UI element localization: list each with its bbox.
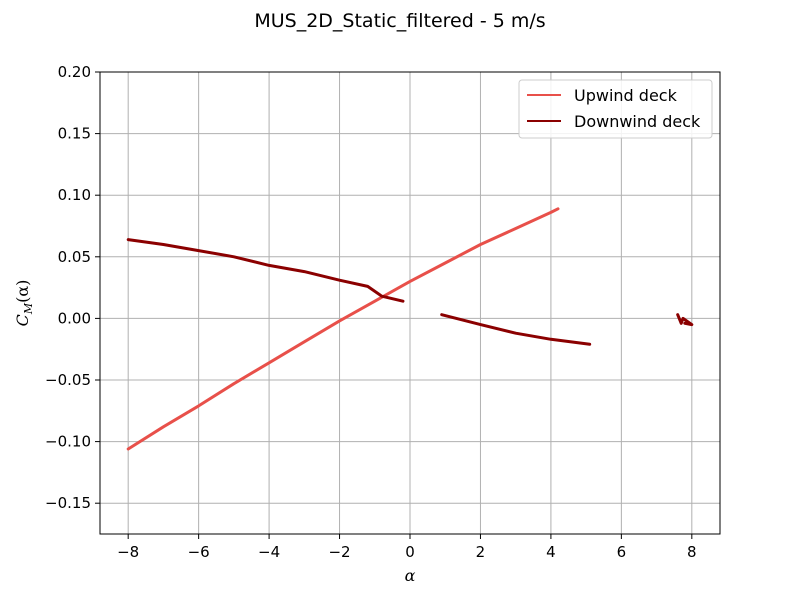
legend: Upwind deck Downwind deck [518, 79, 713, 139]
series-line-upwind-deck [126, 207, 560, 451]
x-tick-label: −4 [258, 543, 280, 561]
y-axis-label-main: C [13, 314, 32, 326]
series-line-downwind-deck [440, 313, 592, 346]
y-axis-label-arg: (α) [13, 280, 32, 303]
y-axis-label-sub: M [22, 302, 35, 315]
legend-box [518, 79, 713, 139]
x-tick-label: −2 [328, 543, 350, 561]
x-tick-label: 6 [617, 543, 627, 561]
y-tick-label: 0.05 [58, 248, 91, 266]
x-tick-label: −6 [188, 543, 210, 561]
y-tick-label: 0.15 [58, 125, 91, 143]
y-tick-label: 0.10 [58, 186, 91, 204]
legend-label-upwind: Upwind deck [574, 86, 678, 105]
x-axis: −8 −6 −4 −2 0 2 4 6 8 [117, 534, 697, 561]
grid [100, 71, 720, 534]
x-tick-label: 0 [405, 543, 415, 561]
x-tick-label: 2 [476, 543, 486, 561]
y-axis-label: CM(α) [13, 280, 35, 327]
x-axis-label: α [405, 566, 416, 585]
x-tick-label: 4 [546, 543, 556, 561]
y-tick-label: −0.05 [45, 371, 91, 389]
y-tick-label: −0.10 [45, 433, 91, 451]
x-tick-label: −8 [117, 543, 139, 561]
series-layer [126, 207, 694, 451]
y-tick-label: 0.20 [58, 63, 91, 81]
legend-label-downwind: Downwind deck [574, 112, 701, 131]
y-axis: −0.15 −0.10 −0.05 0.00 0.05 0.10 0.15 0.20 [45, 63, 100, 512]
chart-title: MUS_2D_Static_filtered - 5 m/s [254, 10, 545, 32]
x-tick-label: 8 [687, 543, 697, 561]
series-line-downwind-deck [676, 313, 694, 327]
series-line-downwind-deck [126, 238, 405, 303]
y-tick-label: 0.00 [58, 309, 91, 327]
y-tick-label: −0.15 [45, 494, 91, 512]
